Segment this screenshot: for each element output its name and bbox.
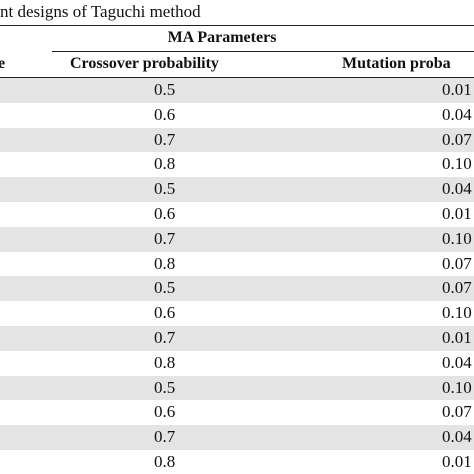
mutation-cell: 0.01 [442,80,472,99]
group-rule [52,51,474,52]
mutation-cell: 0.04 [442,427,472,447]
header-rule [0,77,474,78]
crossover-cell: 0.5 [154,80,176,99]
crossover-cell: 0.8 [154,253,176,273]
mutation-cell: 0.04 [442,352,472,372]
table-row: 0.5 0.01 [0,78,474,103]
mutation-cell: 0.07 [442,129,472,149]
column-header: e [0,55,6,72]
table-row: 0.8 0.01 [0,450,474,474]
table-row: 0.5 0.04 [0,177,474,202]
crossover-cell: 0.6 [154,104,176,124]
mutation-cell: 0.04 [442,179,472,199]
mutation-cell: 0.01 [442,328,472,347]
table-row: 0.8 0.07 [0,252,474,277]
crossover-cell: 0.7 [154,129,176,149]
table-row: 0.8 0.04 [0,351,474,376]
crossover-cell: 0.6 [154,303,176,323]
table-row: 0.7 0.01 [0,326,474,351]
crossover-cell: 0.7 [154,328,176,347]
mutation-cell: 0.07 [442,402,472,422]
mutation-cell: 0.10 [442,303,472,323]
crossover-cell: 0.8 [154,352,176,372]
crossover-cell: 0.5 [154,179,176,199]
table-row: 0.8 0.10 [0,152,474,177]
mutation-cell: 0.07 [442,278,472,298]
table-row: 0.6 0.07 [0,400,474,425]
column-header: Mutation proba [342,55,451,72]
top-rule [0,25,474,26]
mutation-cell: 0.01 [442,204,472,223]
table-row: 0.6 0.10 [0,301,474,326]
crossover-cell: 0.7 [154,427,176,447]
group-header: MA Parameters [167,29,277,46]
mutation-cell: 0.10 [442,228,472,248]
crossover-cell: 0.6 [154,402,176,422]
crossover-cell: 0.7 [154,228,176,248]
crossover-cell: 0.6 [154,204,176,223]
crossover-cell: 0.5 [154,377,176,397]
crossover-cell: 0.8 [154,452,176,471]
table-row: 0.5 0.10 [0,375,474,401]
table-row: 0.7 0.04 [0,425,474,450]
table-caption: nt designs of Taguchi method [0,2,201,21]
column-header: Crossover probability [70,55,219,72]
table-row: 0.6 0.01 [0,202,474,227]
mutation-cell: 0.07 [442,253,472,273]
mutation-cell: 0.01 [442,452,472,471]
table-row: 0.6 0.04 [0,103,474,128]
table-row: 0.5 0.07 [0,276,474,302]
mutation-cell: 0.10 [442,377,472,397]
mutation-cell: 0.10 [442,154,472,174]
table-row: 0.7 0.07 [0,127,474,153]
crossover-cell: 0.5 [154,278,176,298]
crossover-cell: 0.8 [154,154,176,174]
table-row: 0.7 0.10 [0,226,474,252]
mutation-cell: 0.04 [442,104,472,124]
